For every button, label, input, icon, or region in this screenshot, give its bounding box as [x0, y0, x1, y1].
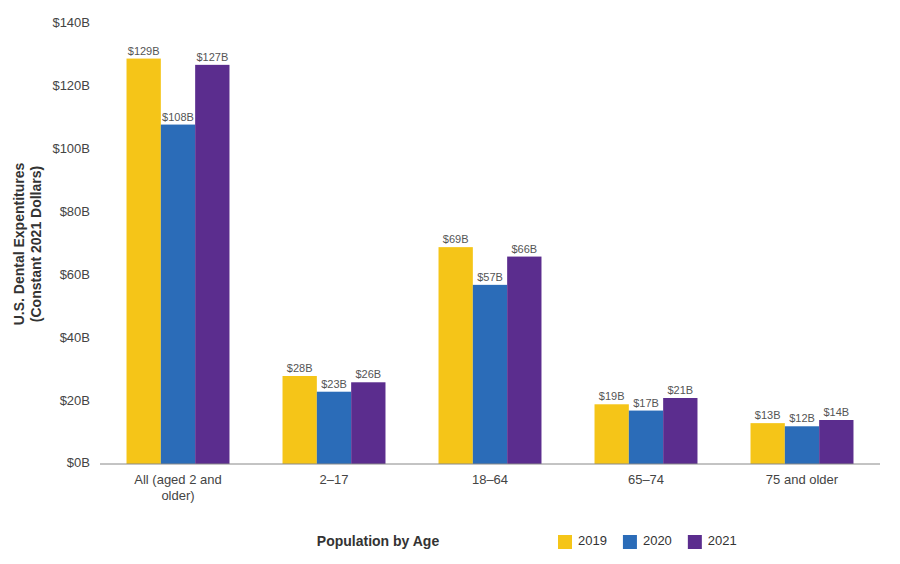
legend: 2019 2020 2021 [558, 533, 737, 549]
legend-label: 2020 [643, 533, 672, 548]
data-label: $108B [162, 111, 194, 123]
data-label: $17B [633, 397, 659, 409]
x-tick-label: All (aged 2 andolder) [134, 472, 221, 503]
legend-swatch [558, 535, 572, 549]
bar [317, 392, 351, 464]
bar [439, 247, 473, 464]
bar [751, 423, 785, 464]
data-labels: $129B $28B $69B $19B $13B $108B $23B $57B $17B $1… [128, 45, 849, 425]
data-label: $21B [667, 384, 693, 396]
y-tick-label: $140B [52, 15, 90, 30]
x-tick-label: 65–74 [628, 472, 664, 487]
bar [161, 125, 195, 464]
y-tick-label: $100B [52, 141, 90, 156]
legend-label: 2019 [578, 533, 607, 548]
bar [351, 382, 385, 464]
x-axis-line [100, 464, 880, 465]
bar [283, 376, 317, 464]
x-axis-label: Population by Age [317, 533, 440, 549]
bar [595, 404, 629, 464]
y-tick-label: $0B [67, 455, 90, 470]
x-tick-label: 75 and older [766, 472, 839, 487]
data-label: $57B [477, 271, 503, 283]
y-tick-label: $60B [60, 267, 90, 282]
bar [663, 398, 697, 464]
y-tick-label: $80B [60, 204, 90, 219]
data-label: $13B [755, 409, 781, 421]
bar [473, 285, 507, 464]
y-axis: $0B $20B $40B $60B $80B $100B $120B $140B [52, 15, 90, 470]
data-label: $26B [355, 368, 381, 380]
y-tick-label: $40B [60, 330, 90, 345]
data-label: $23B [321, 378, 347, 390]
data-label: $127B [196, 51, 228, 63]
bar [195, 65, 229, 464]
x-axis: All (aged 2 andolder) 2–17 18–64 65–74 75 an… [134, 472, 839, 503]
data-label: $129B [128, 45, 160, 57]
bars [127, 59, 854, 464]
bar [127, 59, 161, 464]
legend-swatch [688, 535, 702, 549]
data-label: $14B [823, 406, 849, 418]
x-tick-label: 18–64 [472, 472, 508, 487]
data-label: $12B [789, 412, 815, 424]
y-tick-label: $120B [52, 78, 90, 93]
bar [629, 411, 663, 464]
x-tick-label: 2–17 [320, 472, 349, 487]
bar [785, 426, 819, 464]
bar [507, 257, 541, 464]
data-label: $19B [599, 390, 625, 402]
data-label: $28B [287, 362, 313, 374]
bar [819, 420, 853, 464]
y-tick-label: $20B [60, 393, 90, 408]
legend-swatch [623, 535, 637, 549]
y-axis-label: U.S. Dental Expentitures(Constant 2021 D… [11, 162, 44, 325]
data-label: $69B [443, 233, 469, 245]
chart: $0B$20B$40B$60B$80B$100B$120B$140B$129B$… [0, 0, 900, 564]
legend-label: 2021 [708, 533, 737, 548]
data-label: $66B [511, 243, 537, 255]
